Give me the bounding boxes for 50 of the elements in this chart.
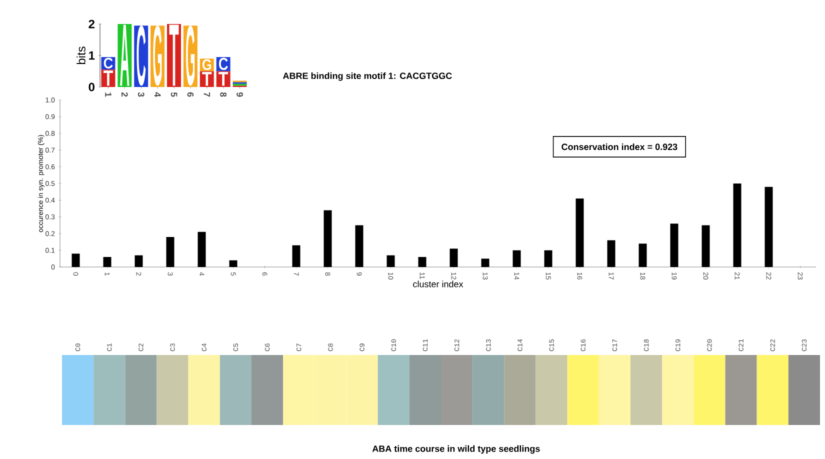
annotation: Conservation index = 0.923 (562, 143, 678, 150)
bar (355, 225, 364, 267)
bar (72, 254, 80, 267)
bar (512, 250, 521, 267)
y-axis-title: bits (76, 46, 86, 64)
bar (450, 248, 458, 267)
series-label: C (136, 26, 146, 86)
text: ABA time course in wild type seedlings (372, 445, 540, 454)
bar (607, 240, 616, 267)
series-label: T (169, 24, 179, 86)
x-tick-label: 2 (122, 92, 128, 97)
text: T (218, 72, 228, 86)
x-tick-label: 9 (236, 92, 243, 97)
text: C (104, 58, 113, 68)
bar (229, 260, 238, 267)
text: C (218, 58, 228, 70)
text: G (202, 59, 212, 70)
bar (576, 198, 584, 267)
text: T (202, 72, 212, 86)
bar (702, 225, 710, 267)
bar (166, 236, 174, 267)
series-label: G (153, 26, 162, 86)
bar (638, 244, 647, 267)
text: T (103, 70, 113, 86)
x-tick-label: 7 (204, 92, 210, 97)
bar (292, 245, 300, 267)
bar (764, 186, 773, 267)
series-label: A (120, 24, 130, 86)
y-tick-label: 0 (88, 82, 94, 92)
x-tick-label: 8 (220, 92, 227, 97)
x-axis-title: cluster index (413, 280, 464, 288)
chart-title: ABRE binding site motif 1: CACGTGGC (282, 72, 452, 81)
bar (134, 255, 143, 267)
x-tick-label: 3 (138, 92, 144, 97)
bar (481, 258, 490, 267)
text: G (186, 26, 195, 86)
bar (544, 250, 552, 267)
bar (670, 224, 678, 267)
bar (324, 210, 332, 267)
bar (103, 256, 112, 267)
x-tick-label: 1 (105, 92, 112, 97)
x-tick-label: 4 (154, 92, 161, 97)
bar (198, 232, 206, 267)
x-tick-label: 6 (187, 92, 194, 97)
bar (733, 184, 742, 267)
y-tick-label: 1 (89, 51, 95, 60)
x-tick-label: 5 (170, 92, 178, 97)
bar (418, 256, 426, 267)
y-tick-label: 2 (88, 20, 94, 28)
bar (386, 255, 395, 267)
